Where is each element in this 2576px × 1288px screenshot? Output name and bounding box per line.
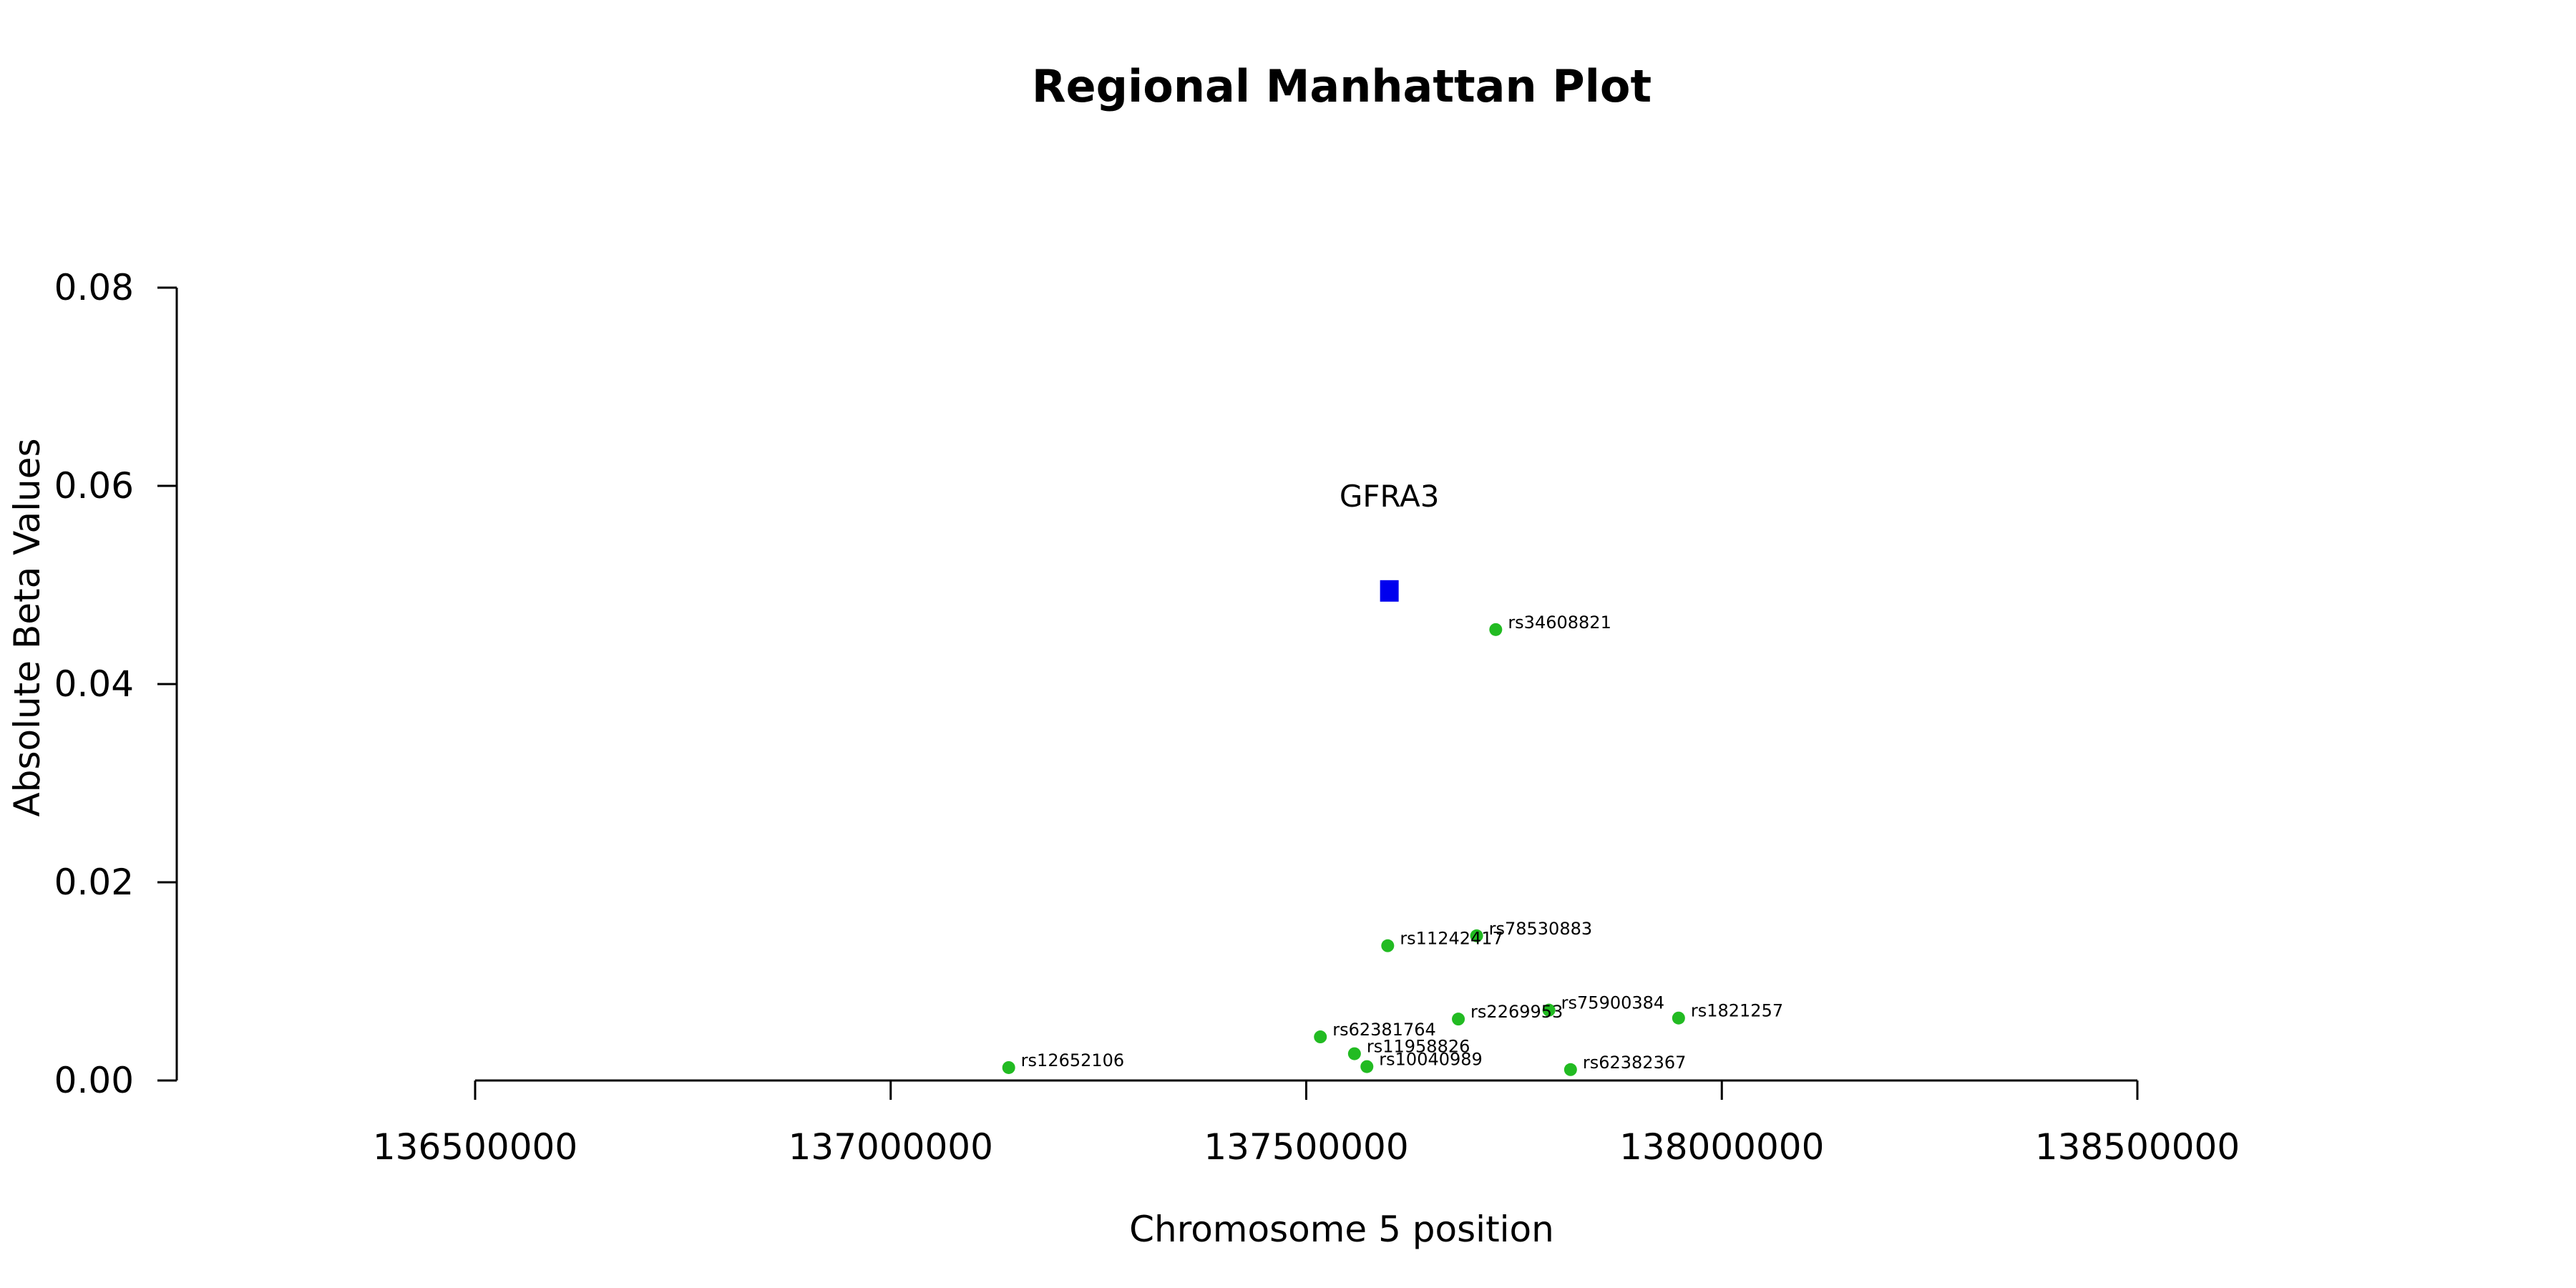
gene-layer: GFRA3 [1340,479,1440,602]
x-tick-label: 137500000 [1204,1126,1408,1168]
snp-point [1002,1060,1015,1074]
snp-point [1563,1063,1577,1076]
y-tick-label: 0.08 [54,267,134,308]
snp-point [1672,1011,1685,1025]
y-tick-label: 0.04 [54,663,134,705]
snp-point [1470,929,1483,942]
gene-label: GFRA3 [1340,479,1440,514]
snp-label: rs12652106 [1021,1050,1125,1070]
y-tick-label: 0.06 [54,465,134,507]
snp-point [1314,1030,1327,1044]
x-tick-label: 138000000 [1619,1126,1824,1168]
snp-label: rs11958826 [1367,1037,1470,1057]
snp-point [1452,1013,1465,1026]
snp-label: rs78530883 [1489,919,1593,939]
snp-point [1360,1060,1374,1073]
x-tick-label: 137000000 [789,1126,993,1168]
snp-label: rs10040989 [1379,1050,1483,1070]
snp-label: rs1821257 [1691,1001,1783,1021]
y-tick-label: 0.00 [54,1060,134,1101]
snp-label: rs75900384 [1561,993,1665,1013]
snp-point [1381,939,1395,952]
gene-marker [1380,580,1399,602]
snp-label: rs11242417 [1400,929,1503,949]
snp-label: rs2269953 [1470,1002,1563,1022]
x-axis-label: Chromosome 5 position [1129,1209,1554,1250]
snp-point [1347,1047,1361,1060]
y-tick-label: 0.02 [54,862,134,903]
y-axis-label: Absolute Beta Values [6,439,48,817]
snp-point [1542,1003,1556,1017]
snp-point [1489,623,1503,636]
y-ticks: 0.00 0.02 0.04 0.06 0.08 [54,267,177,1101]
chart-title: Regional Manhattan Plot [1032,60,1652,112]
snp-label: rs34608821 [1508,613,1611,633]
snp-label: rs62381764 [1332,1020,1436,1040]
x-ticks: 136500000 137000000 137500000 138000000 1385… [373,1080,2240,1168]
x-tick-label: 138500000 [2035,1126,2240,1168]
x-tick-label: 136500000 [373,1126,577,1168]
snp-label: rs62382367 [1583,1053,1687,1073]
